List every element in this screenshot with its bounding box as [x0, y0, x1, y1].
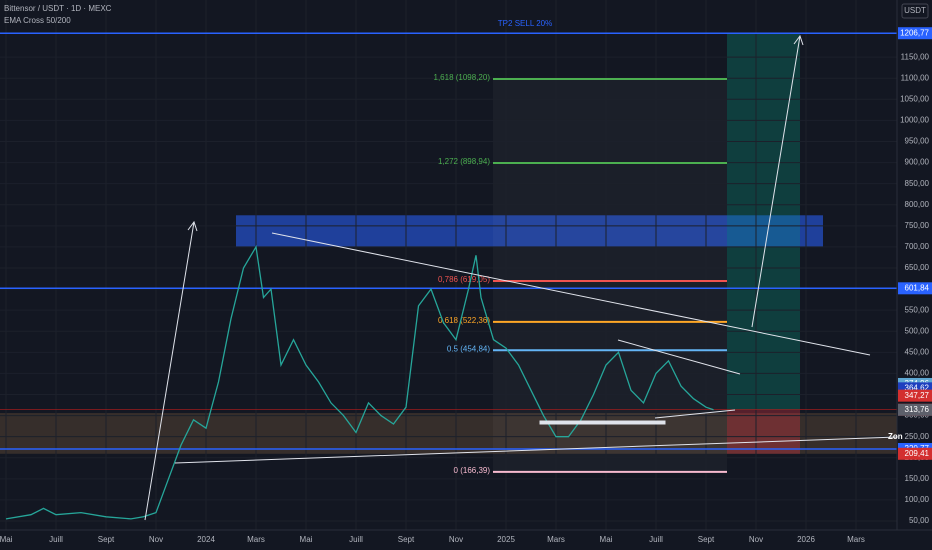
y-tick-label: 400,00	[905, 369, 930, 378]
x-tick-label: Nov	[749, 535, 763, 544]
x-tick-label: Juill	[349, 535, 363, 544]
x-tick-label: Mars	[847, 535, 865, 544]
trendline	[271, 232, 871, 356]
currency-button[interactable]	[901, 3, 929, 19]
x-tick-label: 2024	[197, 535, 215, 544]
y-tick-label: 500,00	[905, 326, 930, 335]
arrow	[751, 35, 801, 328]
y-tick-label: 100,00	[905, 495, 930, 504]
x-tick-label: Sept	[98, 535, 115, 544]
arrow-head	[187, 220, 198, 232]
x-tick-label: Sept	[698, 535, 715, 544]
y-tick-label: 900,00	[905, 158, 930, 167]
price-tag	[898, 389, 932, 402]
y-tick-label: 750,00	[905, 221, 930, 230]
price-tag-label: 347,27	[905, 391, 930, 400]
y-tick-label: 800,00	[905, 200, 930, 209]
x-tick-label: Mai	[0, 535, 13, 544]
currency[interactable]: USDT	[904, 6, 926, 15]
x-tick-label: Juill	[49, 535, 63, 544]
annotation: TP2 SELL 20%	[498, 19, 552, 28]
price-axis	[897, 0, 932, 530]
price-tag-label: 313,76	[905, 405, 930, 414]
x-tick-label: Sept	[398, 535, 415, 544]
y-tick-label: 850,00	[905, 179, 930, 188]
arrow	[144, 221, 195, 521]
axes: 50,00100,00150,00200,00250,00300,00350,0…	[0, 27, 932, 544]
price-line	[5, 244, 714, 520]
fib-label: 0 (166,39)	[454, 466, 491, 475]
x-tick-label: Mars	[247, 535, 265, 544]
y-tick-label: 450,00	[905, 347, 930, 356]
annotation: Zon	[888, 432, 903, 441]
fib-label: 1,272 (898,94)	[438, 157, 490, 166]
trendline	[174, 436, 898, 464]
fib-area	[493, 79, 727, 472]
zone	[0, 413, 897, 454]
price-tag-label: 209,41	[905, 449, 930, 458]
x-tick-label: Nov	[149, 535, 163, 544]
y-tick-label: 250,00	[905, 432, 930, 441]
marker-box	[539, 420, 666, 425]
price-tag-label: 1206,77	[900, 28, 929, 37]
price-tag	[898, 27, 932, 40]
price-tag	[898, 447, 932, 460]
y-tick-label: 650,00	[905, 263, 930, 272]
y-tick-label: 550,00	[905, 305, 930, 314]
y-tick-label: 50,00	[909, 516, 930, 525]
y-tick-label: 1050,00	[900, 94, 929, 103]
y-tick-label: 1000,00	[900, 116, 929, 125]
y-tick-label: 150,00	[905, 474, 930, 483]
indicator-title: EMA Cross 50/200	[4, 16, 71, 25]
trendline	[617, 339, 741, 375]
zones	[0, 33, 897, 472]
price-tag-label: 364,62	[905, 383, 930, 392]
y-tick-label: 950,00	[905, 137, 930, 146]
trendline	[654, 409, 736, 419]
fib-label: 1,618 (1098,20)	[434, 73, 491, 82]
y-tick-label: 700,00	[905, 242, 930, 251]
arrow-head	[793, 34, 804, 46]
fib-label: 0,786 (619,05)	[438, 275, 490, 284]
x-tick-label: 2025	[497, 535, 515, 544]
x-tick-label: Nov	[449, 535, 463, 544]
zone	[727, 409, 800, 454]
y-tick-label: 1150,00	[901, 52, 930, 61]
fib-label: 0.5 (454,84)	[447, 344, 490, 353]
grid	[0, 0, 897, 530]
x-tick-label: Mars	[547, 535, 565, 544]
x-tick-label: 2026	[797, 535, 815, 544]
plot: 1,618 (1098,20) 1,272 (898,94) 0,786 (619,…	[0, 32, 897, 520]
price-tag-label: 601,84	[905, 283, 930, 292]
price-tag	[898, 403, 932, 416]
symbol-title: Bittensor / USDT · 1D · MEXC	[4, 4, 112, 13]
x-tick-label: Mai	[600, 535, 613, 544]
zone	[727, 33, 800, 410]
drawings	[144, 34, 898, 521]
x-tick-label: Juill	[649, 535, 663, 544]
zone	[236, 215, 823, 247]
y-tick-label: 1100,00	[901, 73, 930, 82]
price-tag	[898, 282, 932, 295]
x-tick-label: Mai	[300, 535, 313, 544]
fib-label: 0,618 (522,36)	[438, 316, 490, 325]
